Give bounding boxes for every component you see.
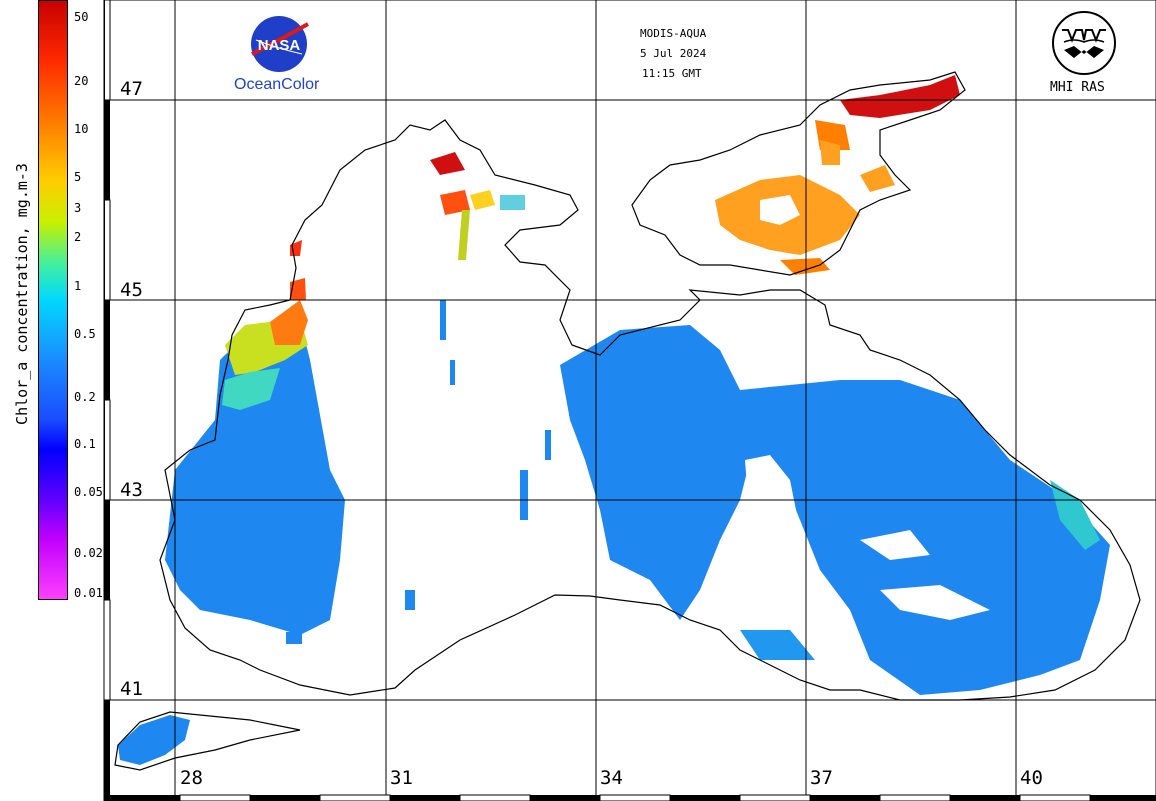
mhi-logo-icon	[1052, 11, 1116, 75]
acquisition-date: 5 Jul 2024	[640, 47, 707, 60]
colorbar-tick: 20	[74, 74, 89, 88]
colorbar-tick: 0.05	[74, 485, 103, 499]
acquisition-time: 11:15 GMT	[642, 67, 702, 80]
longitude-label: 34	[600, 767, 623, 789]
graticule	[110, 0, 1156, 795]
colorbar-tick: 1	[74, 279, 82, 293]
western-shelf-region	[165, 320, 345, 635]
colorbar-tick: 10	[74, 122, 89, 136]
colorbar-gradient	[38, 0, 68, 600]
colorbar-tick: 0.1	[74, 437, 96, 451]
colorbar-tick: 0.01	[74, 586, 103, 600]
longitude-label: 31	[390, 767, 413, 789]
latitude-label: 47	[120, 78, 143, 100]
mhi-ras-text: MHI RAS	[1050, 80, 1105, 95]
colorbar-title: Chlor_a concentration, mg.m-3	[13, 163, 31, 425]
colorbar-tick: 0.02	[74, 546, 103, 560]
longitude-label: 37	[810, 767, 833, 789]
coastline	[114, 71, 1141, 771]
longitude-label: 40	[1020, 767, 1043, 789]
bottom-tick-ruler	[110, 794, 1156, 801]
chlorophyll-layer	[118, 75, 1110, 765]
satellite-info: MODIS-AQUA 5 Jul 2024 11:15 GMT	[640, 24, 706, 84]
left-tick-ruler	[103, 0, 111, 801]
longitude-label: 28	[180, 767, 203, 789]
colorbar-tick: 50	[74, 10, 89, 24]
nasa-logo-icon: NASA	[251, 16, 309, 72]
marmara-region	[118, 715, 190, 765]
colorbar-labels: 50 20 10 5 3 2 1 0.5 0.2 0.1 0.05 0.02 0…	[68, 0, 105, 600]
colorbar-tick: 5	[74, 170, 82, 184]
colorbar-tick: 0.2	[74, 390, 96, 404]
latitude-label: 45	[120, 279, 143, 301]
latitude-label: 43	[120, 479, 143, 501]
colorbar-tick: 2	[74, 230, 82, 244]
nasa-logo-text: NASA	[258, 37, 301, 54]
latitude-label: 41	[120, 678, 143, 700]
oceancolor-text: OceanColor	[234, 76, 320, 93]
sensor-name: MODIS-AQUA	[640, 27, 707, 40]
colorbar-tick: 3	[74, 201, 82, 215]
central-basin-region	[560, 325, 1110, 695]
colorbar-tick: 0.5	[74, 327, 96, 341]
taganrog-bay-region	[840, 75, 960, 118]
